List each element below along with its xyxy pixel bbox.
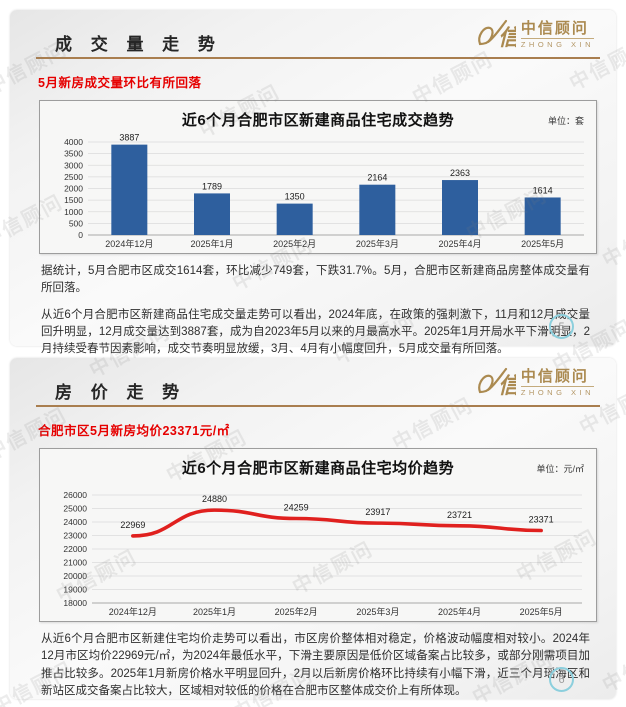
zhongxin-logo: 信 中信顾问 ZHONG XIN — [476, 366, 594, 400]
svg-text:22000: 22000 — [63, 544, 87, 554]
svg-text:2000: 2000 — [64, 184, 83, 194]
svg-text:0: 0 — [78, 230, 83, 240]
slide2-title: 房 价 走 势 — [55, 383, 187, 402]
svg-text:23917: 23917 — [365, 507, 390, 517]
gold-divider — [36, 57, 600, 59]
svg-text:2025年3月: 2025年3月 — [356, 238, 399, 249]
slide1-header: 成 交 量 走 势 信 中信顾问 ZHONG XIN — [10, 10, 616, 59]
svg-text:3500: 3500 — [64, 149, 83, 159]
price-chart-unit: 单位：元/㎡ — [536, 464, 584, 474]
svg-text:2025年2月: 2025年2月 — [273, 238, 316, 249]
slide-price-trend: 房 价 走 势 信 中信顾问 ZHONG XIN 合肥市区5月新房均价23371… — [10, 358, 616, 699]
svg-text:2025年5月: 2025年5月 — [521, 238, 564, 249]
svg-text:19000: 19000 — [63, 585, 87, 595]
svg-text:23721: 23721 — [447, 510, 472, 520]
volume-chart-title: 近6个月合肥市区新建商品住宅成交趋势 — [181, 112, 455, 129]
page-number-badge: 5 — [549, 314, 574, 339]
svg-text:24000: 24000 — [63, 517, 87, 527]
logo-subname-text: ZHONG XIN — [520, 386, 594, 398]
zhongxin-logo-icon: 信 — [478, 367, 516, 398]
svg-text:500: 500 — [69, 218, 83, 228]
gold-divider — [36, 405, 600, 407]
svg-text:24880: 24880 — [202, 494, 227, 504]
price-chart-title: 近6个月合肥市区新建商品住宅均价趋势 — [181, 460, 455, 477]
svg-text:1789: 1789 — [202, 181, 222, 191]
svg-text:23371: 23371 — [529, 514, 554, 524]
svg-text:1500: 1500 — [64, 195, 83, 205]
svg-text:2500: 2500 — [64, 172, 83, 182]
svg-text:1000: 1000 — [64, 207, 83, 217]
svg-text:信: 信 — [498, 373, 516, 398]
svg-text:26000: 26000 — [63, 490, 87, 500]
svg-text:3000: 3000 — [64, 160, 83, 170]
price-chart-panel: 近6个月合肥市区新建商品住宅均价趋势 单位：元/㎡ 18000 19000 2000… — [39, 448, 597, 622]
svg-text:2025年2月: 2025年2月 — [275, 606, 318, 617]
price-line-chart: 18000 19000 20000 21000 22000 23000 24000 25000… — [63, 490, 582, 617]
slide2-paragraph-1: 从近6个月合肥市区新建住宅均价走势可以看出，市区房价整体相对稳定，价格波动幅度相… — [41, 633, 590, 697]
svg-text:1614: 1614 — [533, 185, 553, 195]
svg-text:2025年4月: 2025年4月 — [438, 606, 481, 617]
logo-name-text: 中信顾问 — [520, 368, 589, 386]
zhongxin-logo: 信 中信顾问 ZHONG XIN — [476, 18, 594, 52]
volume-chart-unit: 单位：套 — [547, 116, 584, 126]
svg-text:2164: 2164 — [367, 173, 387, 183]
logo-subname-text: ZHONG XIN — [520, 38, 594, 50]
slide1-title: 成 交 量 走 势 — [55, 35, 222, 54]
svg-text:2024年12月: 2024年12月 — [105, 238, 153, 249]
slide2-header: 房 价 走 势 信 中信顾问 ZHONG XIN — [10, 358, 616, 407]
slide1-paragraph-2: 从近6个月合肥市区新建商品住宅成交量走势可以看出，2024年底，在政策的强刺激下… — [41, 308, 590, 356]
svg-text:3887: 3887 — [119, 133, 139, 143]
svg-text:20000: 20000 — [63, 571, 87, 581]
logo-name-text: 中信顾问 — [520, 20, 589, 38]
svg-text:25000: 25000 — [63, 504, 87, 514]
svg-text:22969: 22969 — [120, 520, 145, 530]
svg-text:2025年1月: 2025年1月 — [190, 238, 233, 249]
svg-text:2025年3月: 2025年3月 — [356, 606, 399, 617]
svg-text:1350: 1350 — [285, 192, 305, 202]
svg-text:18000: 18000 — [63, 598, 87, 608]
svg-text:24259: 24259 — [284, 503, 309, 513]
svg-text:2024年12月: 2024年12月 — [109, 606, 157, 617]
slide2-key-finding: 合肥市区5月新房均价23371元/㎡ — [38, 424, 230, 438]
svg-text:2025年1月: 2025年1月 — [193, 606, 236, 617]
page-number-badge: 6 — [549, 667, 574, 692]
svg-text:21000: 21000 — [63, 558, 87, 568]
svg-text:2363: 2363 — [450, 168, 470, 178]
slide1-key-finding: 5月新房成交量环比有所回落 — [38, 76, 202, 90]
svg-text:2025年5月: 2025年5月 — [520, 606, 563, 617]
slide1-paragraph-1: 据统计，5月合肥市区成交1614套，环比减少749套，下跌31.7%。5月，合肥… — [41, 265, 590, 295]
slide-volume-trend: 成 交 量 走 势 信 中信顾问 ZHONG XIN 5月新房成交量环比有所回落… — [10, 10, 616, 355]
zhongxin-logo-icon: 信 — [478, 19, 516, 50]
svg-text:信: 信 — [498, 25, 516, 50]
volume-chart-panel: 近6个月合肥市区新建商品住宅成交趋势 单位：套 0 500 1000 1500 2000… — [39, 100, 597, 254]
svg-text:23000: 23000 — [63, 531, 87, 541]
svg-text:4000: 4000 — [64, 137, 83, 147]
svg-text:2025年4月: 2025年4月 — [438, 238, 481, 249]
